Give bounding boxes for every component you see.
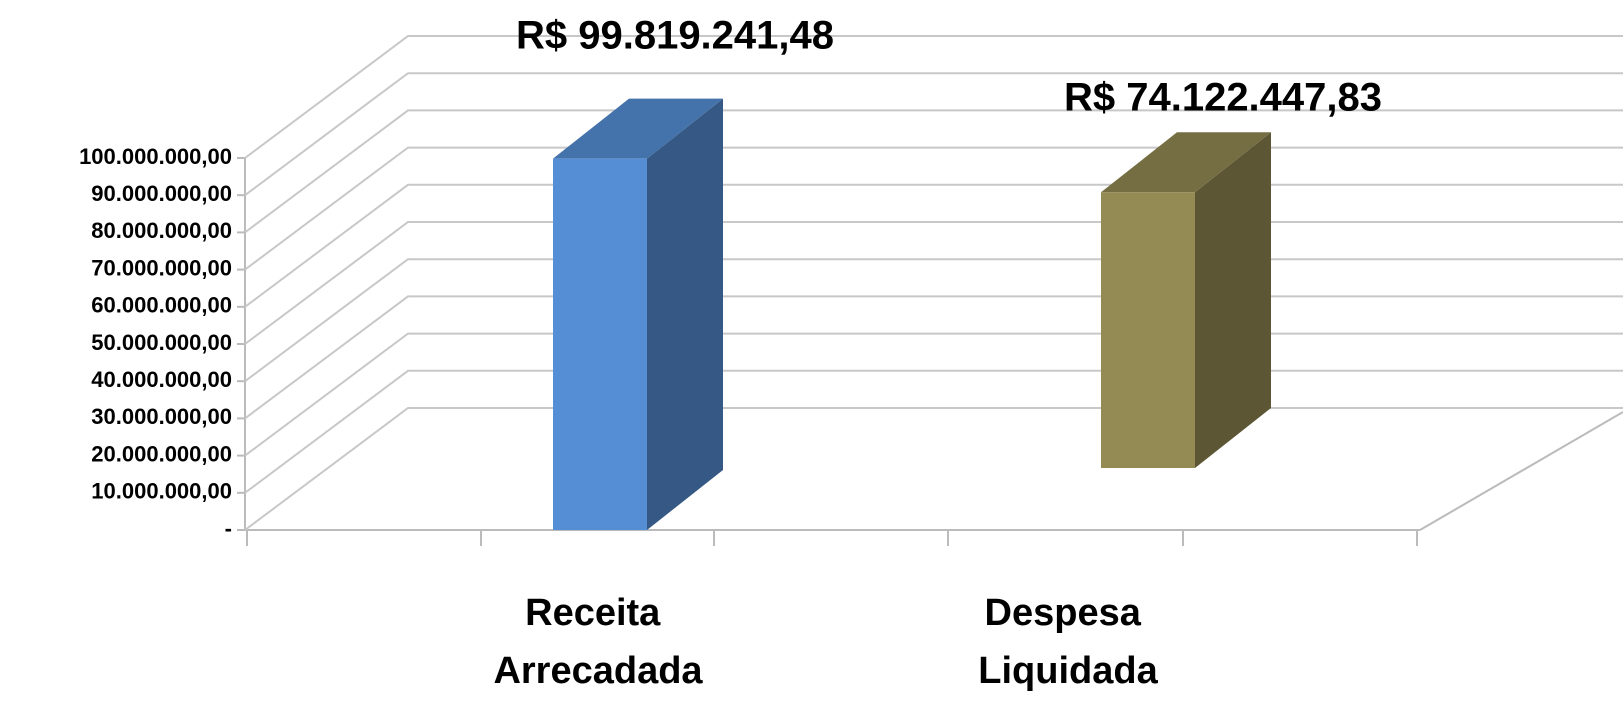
y-tick-label: 100.000.000,00	[79, 144, 232, 169]
grid-line	[244, 146, 1623, 271]
x-tick-label: Despesa Liquidada	[978, 592, 1158, 692]
bar-top	[1101, 132, 1271, 193]
grid-line	[244, 295, 1623, 420]
y-tick-label: 80.000.000,00	[91, 218, 232, 243]
grid-line	[244, 407, 1623, 531]
y-tick-label: 50.000.000,00	[91, 330, 232, 355]
grid-line	[244, 35, 1623, 159]
y-tick-label: 30.000.000,00	[91, 404, 232, 429]
y-tick-label: 90.000.000,00	[91, 181, 232, 206]
grid-line	[244, 109, 1623, 234]
value-label: R$ 99.819.241,48	[516, 14, 834, 58]
grid-line	[244, 369, 1623, 494]
bar-side	[647, 98, 723, 530]
grid-line	[244, 72, 1623, 197]
value-label: R$ 74.122.447,83	[1064, 75, 1382, 119]
grid-line	[244, 332, 1623, 457]
grid-line	[244, 258, 1623, 383]
y-tick-label: 10.000.000,00	[91, 479, 232, 504]
bar	[553, 158, 647, 530]
floor-side	[1419, 411, 1623, 531]
y-tick-label: 60.000.000,00	[91, 293, 232, 318]
grid-line	[244, 183, 1623, 308]
y-tick-label: 70.000.000,00	[91, 255, 232, 280]
bar-top	[553, 98, 723, 159]
y-tick-label: 40.000.000,00	[91, 367, 232, 392]
bar	[1101, 192, 1195, 468]
y-tick-label: 20.000.000,00	[91, 441, 232, 466]
x-tick-label: Receita Arrecadada	[493, 592, 703, 692]
y-tick-label: -	[225, 516, 232, 541]
grid-line	[244, 221, 1623, 345]
bar-side	[1195, 132, 1271, 468]
